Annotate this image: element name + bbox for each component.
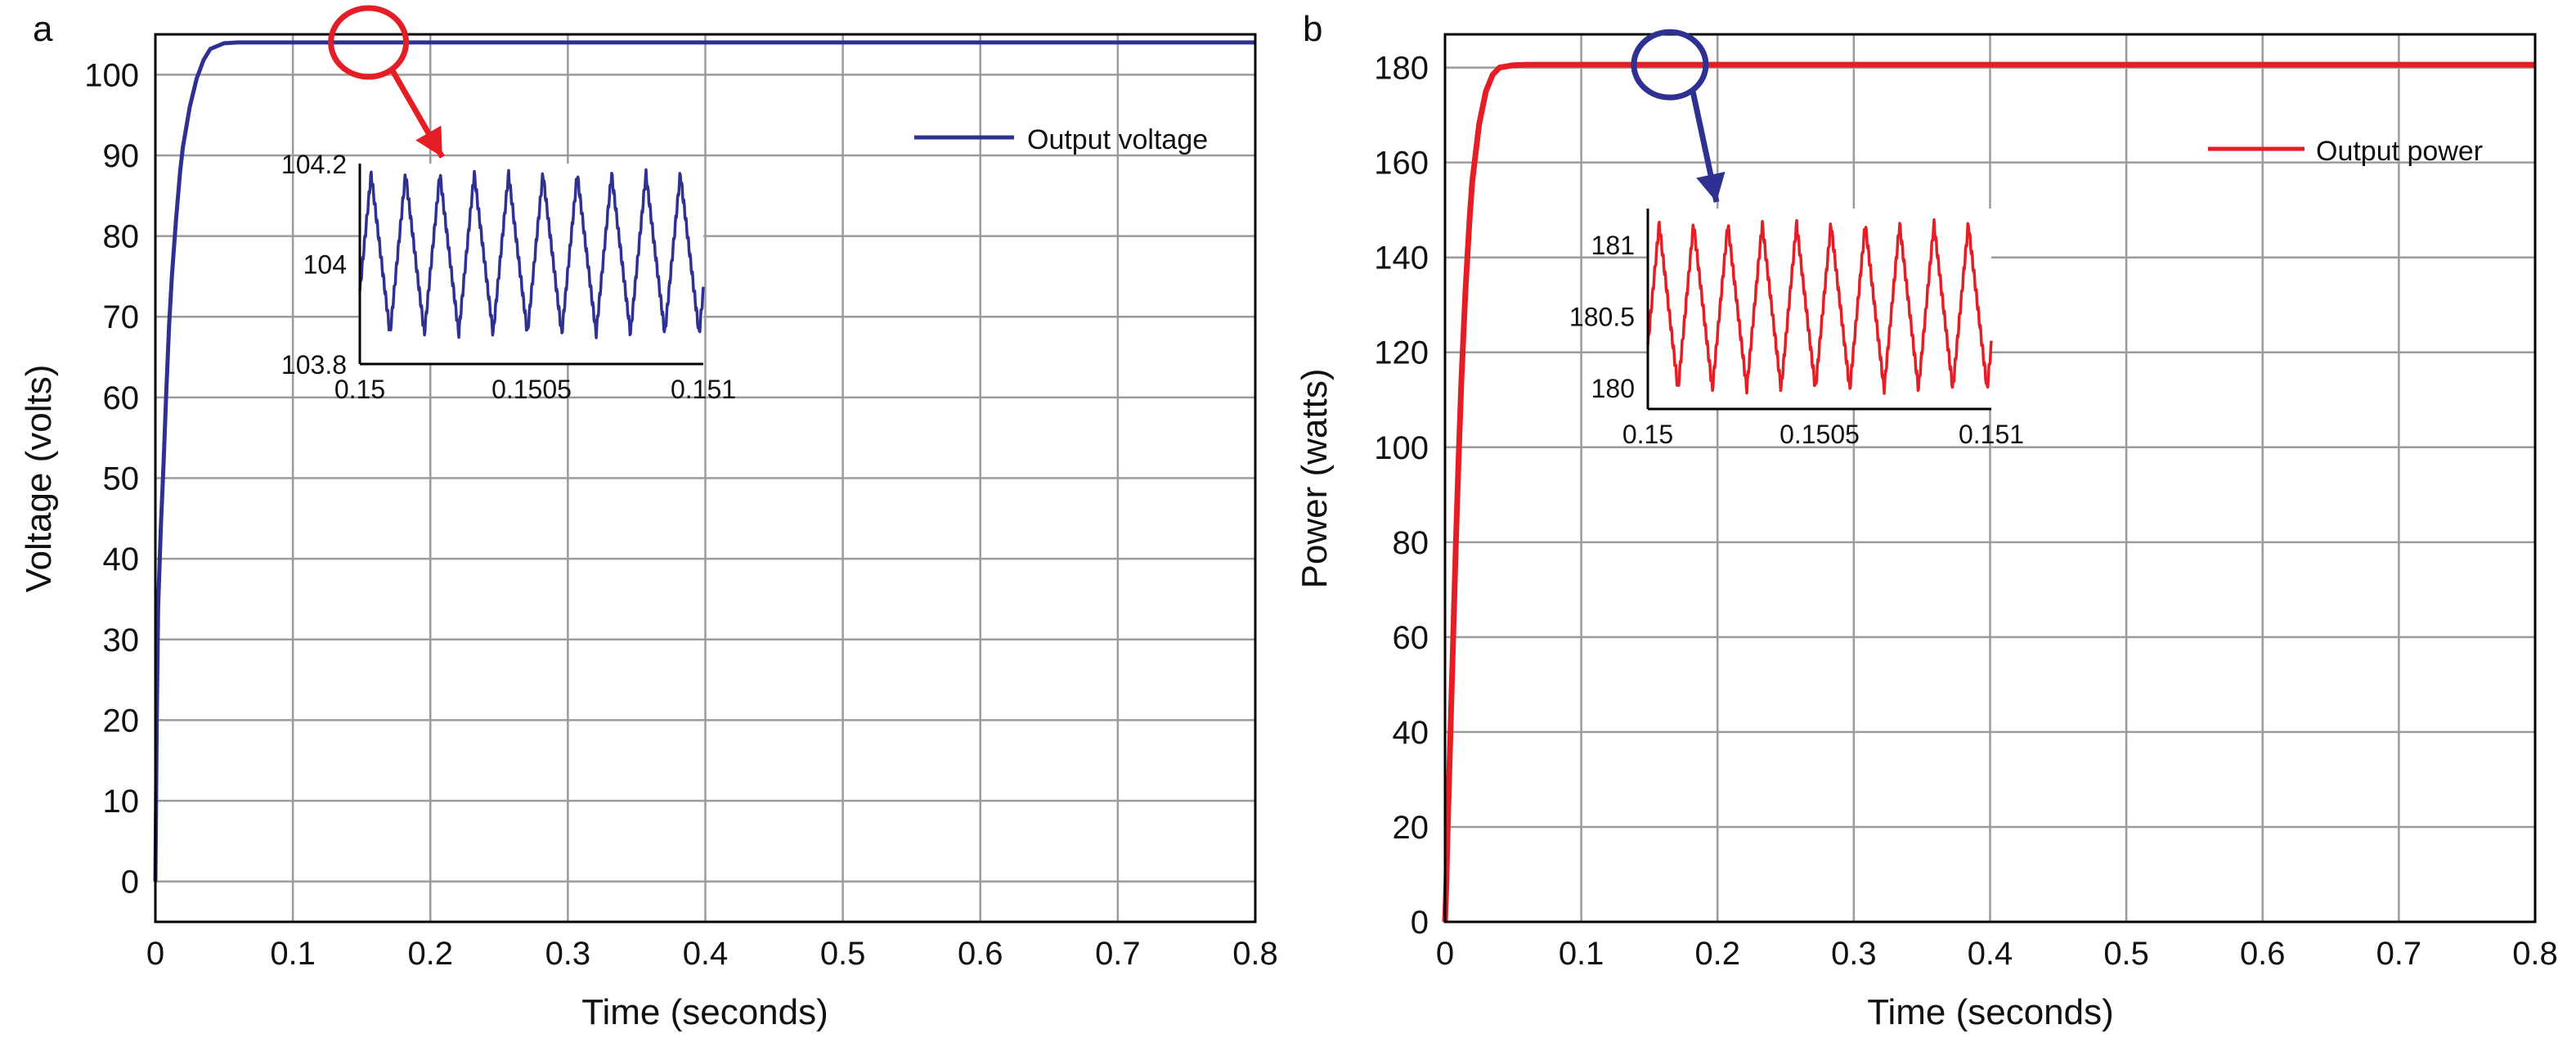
y-tick-label: 100 — [84, 57, 139, 93]
grid-lines-a — [155, 34, 1255, 922]
y-tick-labels-a: 0 10 20 30 40 50 60 70 80 90 100 — [84, 57, 139, 900]
panel-label-b: b — [1303, 9, 1322, 49]
plot-frame-a — [154, 33, 1257, 923]
inset-y-tick-label: 104 — [303, 250, 347, 280]
x-tick-label: 0.3 — [545, 936, 591, 972]
inset-y-tick-labels-b: 180 180.5 181 — [1569, 231, 1635, 403]
inset-x-tick-labels-b: 0.15 0.1505 0.151 — [1622, 420, 2024, 449]
y-tick-label: 90 — [103, 138, 140, 174]
y-tick-label: 0 — [121, 865, 139, 901]
x-tick-label: 0.8 — [1232, 936, 1278, 972]
zoom-arrow-head-b — [1696, 171, 1726, 202]
inset-x-tick-label: 0.15 — [1622, 420, 1673, 449]
zoom-arrow-a — [388, 67, 445, 159]
y-tick-label: 0 — [1411, 905, 1429, 941]
inset-ripple-line-b — [1646, 218, 1993, 395]
x-tick-label: 0.1 — [270, 936, 316, 972]
inset-y-tick-label: 103.8 — [281, 350, 347, 380]
panel-label-a: a — [33, 9, 53, 49]
output-power-line — [1442, 61, 2535, 923]
legend-b: Output power — [2208, 136, 2483, 167]
y-tick-label: 100 — [1374, 430, 1429, 466]
inset-y-tick-label: 180.5 — [1569, 302, 1635, 331]
y-tick-label: 60 — [103, 380, 140, 416]
x-tick-label: 0 — [1436, 936, 1454, 972]
x-tick-label: 0.5 — [2103, 936, 2149, 972]
x-tick-label: 0.4 — [683, 936, 729, 972]
highlight-circle-a — [328, 5, 410, 80]
y-tick-label: 120 — [1374, 335, 1429, 371]
x-tick-label: 0.7 — [1095, 936, 1141, 972]
legend-label-output-voltage: Output voltage — [1027, 124, 1208, 155]
y-tick-label: 60 — [1393, 620, 1429, 656]
zoom-arrow-b — [1690, 90, 1726, 203]
y-axis-title-b: Power (watts) — [1295, 369, 1335, 589]
inset-x-tick-label: 0.1505 — [491, 375, 572, 404]
x-tick-label: 0 — [146, 936, 164, 972]
y-tick-label: 140 — [1374, 240, 1429, 276]
inset-y-tick-label: 104.2 — [281, 150, 347, 179]
y-tick-label: 80 — [1393, 525, 1429, 561]
inset-y-tick-labels-a: 103.8 104 104.2 — [281, 150, 347, 380]
inset-ripple-line-a — [358, 168, 705, 339]
x-tick-label: 0.2 — [407, 936, 453, 972]
x-tick-label: 0.2 — [1694, 936, 1740, 972]
y-tick-label: 20 — [103, 703, 140, 739]
inset-y-tick-label: 181 — [1591, 231, 1635, 260]
zoom-arrow-head-a — [415, 125, 442, 157]
legend-label-output-power: Output power — [2316, 136, 2483, 167]
y-tick-label: 180 — [1374, 51, 1429, 87]
inset-x-tick-labels-a: 0.15 0.1505 0.151 — [334, 375, 736, 404]
inset-background-a — [360, 164, 703, 364]
y-tick-label: 160 — [1374, 146, 1429, 182]
y-tick-label: 80 — [103, 219, 140, 255]
legend-a: Output voltage — [914, 124, 1208, 155]
x-tick-labels-a: 0 0.1 0.2 0.3 0.4 0.5 0.6 0.7 0.8 — [146, 936, 1278, 972]
y-tick-label: 10 — [103, 784, 140, 820]
panel-a-voltage-chart: a 0 10 20 30 40 50 60 70 80 90 100 0 0.1 0.2 0.3 0.4 0.… — [19, 5, 1278, 1032]
x-tick-label: 0.1 — [1559, 936, 1604, 972]
y-tick-label: 40 — [103, 541, 140, 577]
inset-x-tick-label: 0.1505 — [1779, 420, 1860, 449]
x-axis-title-a: Time (seconds) — [581, 992, 828, 1032]
y-tick-label: 70 — [103, 299, 140, 335]
x-tick-label: 0.6 — [958, 936, 1003, 972]
x-tick-label: 0.3 — [1831, 936, 1877, 972]
y-tick-labels-b: 0 20 40 60 80 100 120 140 160 180 — [1374, 51, 1429, 941]
inset-x-tick-label: 0.15 — [334, 375, 385, 404]
x-tick-label: 0.4 — [1968, 936, 2013, 972]
plot-frame-b — [1443, 33, 2537, 923]
x-tick-label: 0.7 — [2376, 936, 2422, 972]
panel-b-power-chart: b 0 20 40 60 80 100 120 140 160 180 0 0.1 0.2 0.3 0.4… — [1295, 9, 2558, 1032]
y-tick-label: 40 — [1393, 715, 1429, 751]
x-tick-label: 0.8 — [2512, 936, 2558, 972]
y-axis-title-a: Voltage (volts) — [19, 365, 59, 593]
y-tick-label: 20 — [1393, 810, 1429, 846]
inset-x-tick-label: 0.151 — [1959, 420, 2024, 449]
highlight-circle-b — [1631, 29, 1709, 101]
y-tick-label: 30 — [103, 622, 140, 658]
inset-zoom-b: 180 180.5 181 0.15 0.1505 0.151 — [1569, 209, 2024, 449]
x-tick-label: 0.5 — [820, 936, 866, 972]
output-voltage-line — [153, 40, 1255, 882]
inset-zoom-a: 103.8 104 104.2 0.15 0.1505 0.151 — [281, 150, 736, 404]
inset-y-tick-label: 180 — [1591, 374, 1635, 403]
x-tick-labels-b: 0 0.1 0.2 0.3 0.4 0.5 0.6 0.7 0.8 — [1436, 936, 2558, 972]
x-axis-title-b: Time (seconds) — [1867, 992, 2114, 1032]
inset-x-tick-label: 0.151 — [671, 375, 736, 404]
inset-background-b — [1648, 209, 1991, 409]
y-tick-label: 50 — [103, 461, 140, 497]
x-tick-label: 0.6 — [2240, 936, 2286, 972]
